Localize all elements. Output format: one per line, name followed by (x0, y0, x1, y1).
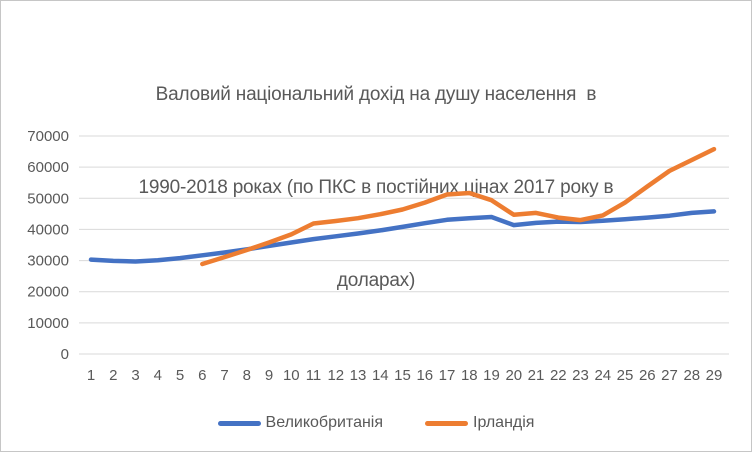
x-axis-label: 21 (528, 367, 545, 384)
x-axis-label: 5 (176, 367, 184, 384)
x-axis-label: 24 (594, 367, 611, 384)
x-axis-label: 14 (372, 367, 389, 384)
y-axis-label: 60000 (27, 159, 69, 176)
chart-title-line-1: Валовий національний дохід на душу насел… (155, 84, 597, 105)
x-axis-label: 19 (483, 367, 500, 384)
x-axis-label: 12 (327, 367, 344, 384)
series-line-uk (88, 209, 717, 264)
x-axis-label: 7 (220, 367, 228, 384)
x-axis-label: 16 (416, 367, 433, 384)
x-axis-label: 25 (617, 367, 634, 384)
x-axis-label: 9 (265, 367, 273, 384)
y-axis-label: 30000 (27, 253, 69, 270)
legend-label: Великобританія (265, 414, 384, 431)
legend-item-uk: Великобританія (217, 414, 384, 432)
x-axis-label: 28 (683, 367, 700, 384)
x-axis-label: 6 (198, 367, 206, 384)
legend-label: Ірландія (473, 414, 535, 431)
legend-item-ireland: Ірландія (425, 414, 534, 432)
x-axis-label: 11 (306, 367, 322, 384)
legend-marker (425, 420, 469, 426)
y-axis-label: 70000 (27, 128, 69, 145)
chart-title-line-3: доларах) (336, 270, 416, 291)
x-axis-label: 22 (550, 367, 567, 384)
x-axis-label: 3 (131, 367, 139, 384)
x-axis-label: 29 (706, 367, 723, 384)
x-axis-label: 1 (87, 367, 95, 384)
x-axis-label: 26 (639, 367, 656, 384)
y-axis-label: 40000 (27, 221, 69, 238)
x-axis-label: 13 (350, 367, 367, 384)
y-axis-label: 10000 (27, 315, 69, 332)
x-axis-label: 10 (283, 367, 300, 384)
y-axis-label: 20000 (27, 284, 69, 301)
x-axis-label: 20 (505, 367, 522, 384)
legend-marker (217, 420, 261, 426)
x-axis-label: 27 (661, 367, 678, 384)
x-axis-label: 23 (572, 367, 589, 384)
series-line-ireland (200, 146, 717, 267)
x-axis-label: 4 (154, 367, 162, 384)
y-axis-label: 0 (61, 346, 69, 363)
chart-title-line-2: 1990-2018 роках (по ПКС в постійних ціна… (138, 177, 614, 198)
y-axis-label: 50000 (27, 190, 69, 207)
x-axis-label: 17 (439, 367, 456, 384)
x-axis-label: 2 (109, 367, 117, 384)
x-axis-label: 15 (394, 367, 411, 384)
legend: Великобританія Ірландія (1, 409, 751, 437)
chart-title: Валовий національний дохід на душу насел… (1, 17, 751, 358)
x-axis-label: 8 (243, 367, 251, 384)
x-axis-label: 18 (461, 367, 478, 384)
